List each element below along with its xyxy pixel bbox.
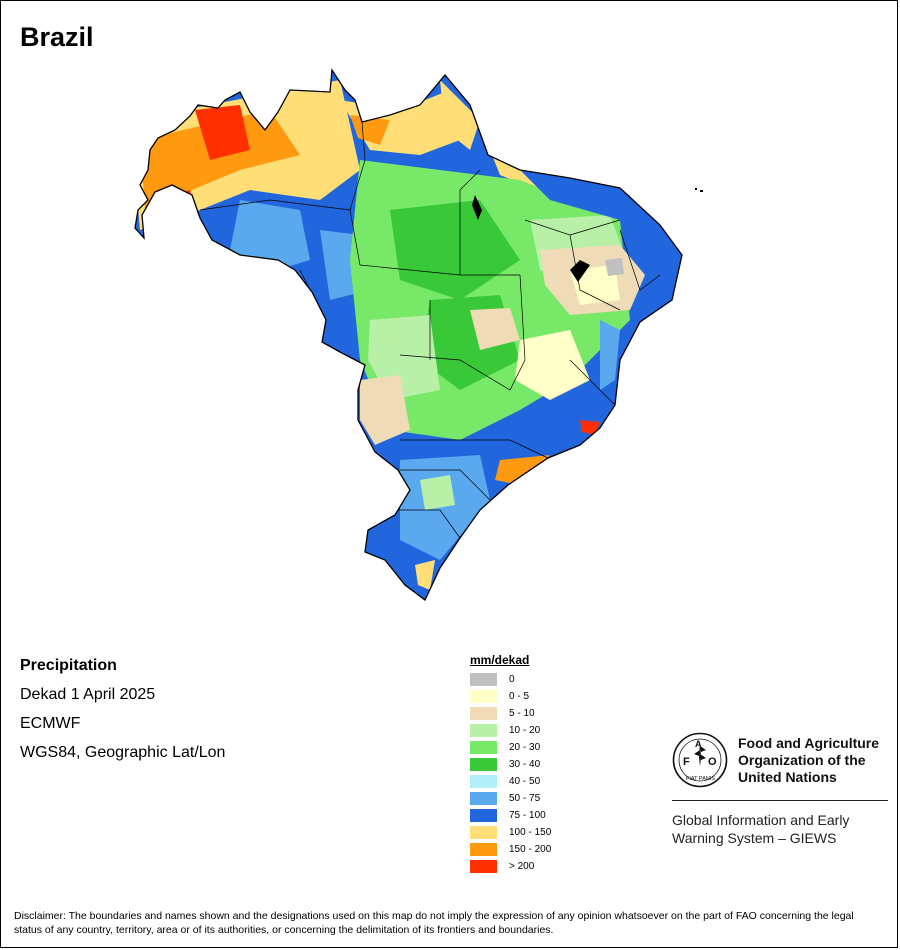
- giews-name: Global Information and Early Warning Sys…: [672, 811, 888, 847]
- legend-item: 10 - 20: [470, 722, 551, 739]
- legend-rows: 0 0 - 5 5 - 10 10 - 20 20 - 30 30 - 40 40 - 50…: [470, 671, 551, 875]
- legend-item: 150 - 200: [470, 841, 551, 858]
- legend-swatch: [470, 809, 497, 822]
- legend-swatch: [470, 758, 497, 771]
- legend-item: 30 - 40: [470, 756, 551, 773]
- legend-label: 75 - 100: [509, 810, 546, 821]
- legend-item: 5 - 10: [470, 705, 551, 722]
- legend-label: 5 - 10: [509, 708, 535, 719]
- legend-label: 0: [509, 674, 515, 685]
- legend-item: 75 - 100: [470, 807, 551, 824]
- legend-item: 20 - 30: [470, 739, 551, 756]
- legend-label: > 200: [509, 861, 535, 872]
- legend-swatch: [470, 741, 497, 754]
- logo-letter-a: A: [695, 739, 702, 749]
- fao-emblem-icon: F A O FIAT PANIS: [672, 732, 728, 788]
- legend-label: 50 - 75: [509, 793, 541, 804]
- logo-letter-f: F: [683, 756, 690, 768]
- projection-label: WGS84, Geographic Lat/Lon: [20, 744, 226, 761]
- fao-block: F A O FIAT PANIS Food and Agriculture Or…: [672, 732, 888, 847]
- legend-item: 40 - 50: [470, 773, 551, 790]
- legend-swatch: [470, 860, 497, 873]
- fao-name: Food and Agriculture Organization of the…: [738, 735, 879, 786]
- legend-swatch: [470, 843, 497, 856]
- legend-swatch: [470, 673, 497, 686]
- legend-title: mm/dekad: [470, 653, 530, 667]
- fao-name-line: Organization of the: [738, 751, 866, 768]
- map-info: Precipitation Dekad 1 April 2025 ECMWF W…: [20, 657, 225, 773]
- legend-label: 10 - 20: [509, 725, 541, 736]
- fao-name-line: United Nations: [738, 768, 837, 785]
- giews-line: Warning System – GIEWS: [672, 830, 837, 846]
- legend-swatch: [470, 707, 497, 720]
- legend-item: 100 - 150: [470, 824, 551, 841]
- legend-label: 150 - 200: [509, 844, 552, 855]
- disclaimer: Disclaimer: The boundaries and names sho…: [14, 910, 854, 936]
- legend-item: 0: [470, 671, 551, 688]
- map-title: Brazil: [20, 22, 94, 52]
- legend-label: 40 - 50: [509, 776, 541, 787]
- fao-divider: [672, 800, 888, 801]
- legend-label: 30 - 40: [509, 759, 541, 770]
- legend-label: 0 - 5: [509, 691, 530, 702]
- map-legend: mm/dekad 0 0 - 5 5 - 10 10 - 20 20 - 30 30 - …: [470, 653, 551, 875]
- legend-swatch: [470, 724, 497, 737]
- logo-motto: FIAT PANIS: [686, 776, 715, 782]
- legend-swatch: [470, 690, 497, 703]
- legend-label: 20 - 30: [509, 742, 541, 753]
- giews-line: Global Information and Early: [672, 812, 850, 828]
- legend-item: > 200: [470, 858, 551, 875]
- legend-swatch: [470, 792, 497, 805]
- logo-letter-o: O: [708, 756, 717, 768]
- legend-item: 0 - 5: [470, 688, 551, 705]
- legend-swatch: [470, 826, 497, 839]
- source-label: ECMWF: [20, 715, 81, 732]
- period-label: Dekad 1 April 2025: [20, 686, 156, 703]
- precipitation-map: [134, 69, 703, 601]
- fao-name-line: Food and Agriculture: [738, 734, 880, 751]
- legend-item: 50 - 75: [470, 790, 551, 807]
- legend-swatch: [470, 775, 497, 788]
- variable-label: Precipitation: [20, 657, 117, 674]
- legend-label: 100 - 150: [509, 827, 552, 838]
